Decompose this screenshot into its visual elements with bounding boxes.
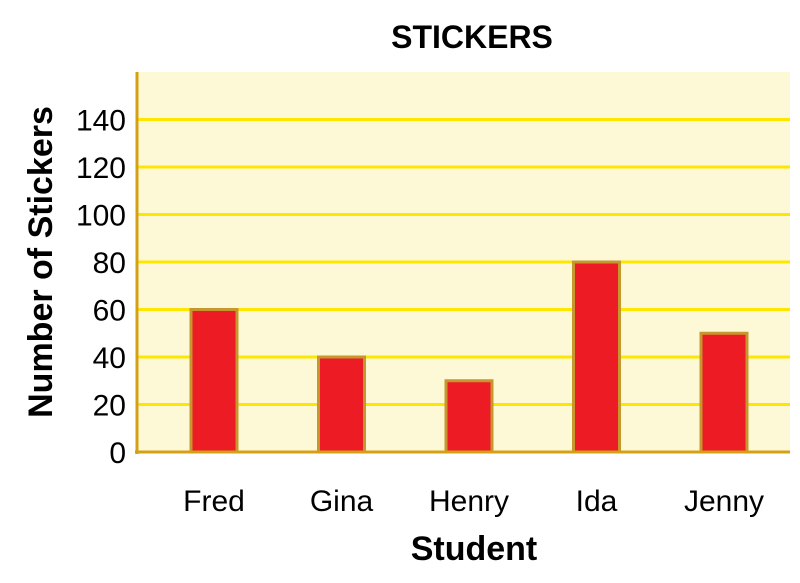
bar-ida xyxy=(572,260,621,454)
y-tick-label: 20 xyxy=(93,390,126,423)
y-tick-label: 0 xyxy=(109,437,126,470)
x-tick-label: Ida xyxy=(576,485,618,518)
chart-title: STICKERS xyxy=(391,19,553,55)
y-axis-title: Number of Stickers xyxy=(22,106,60,418)
x-tick-labels: Fred Gina Henry Ida Jenny xyxy=(183,485,764,518)
x-tick-label: Henry xyxy=(429,485,509,518)
bar-henry xyxy=(444,379,494,454)
y-tick-labels: 0 20 40 60 80 100 120 140 xyxy=(76,105,126,471)
x-tick-label: Gina xyxy=(310,485,374,518)
y-tick-label: 120 xyxy=(76,152,126,185)
y-tick-label: 80 xyxy=(93,247,126,280)
gridlines xyxy=(137,118,790,406)
y-tick-label: 140 xyxy=(76,105,126,138)
bar-gina xyxy=(317,355,366,454)
y-tick-label: 60 xyxy=(93,295,126,328)
x-tick-label: Fred xyxy=(183,485,245,518)
bar-fred xyxy=(189,308,239,454)
bar-jenny xyxy=(699,331,749,454)
y-tick-label: 40 xyxy=(93,342,126,375)
x-axis-title: Student xyxy=(411,530,538,568)
x-tick-label: Jenny xyxy=(684,485,764,518)
y-tick-label: 100 xyxy=(76,200,126,233)
